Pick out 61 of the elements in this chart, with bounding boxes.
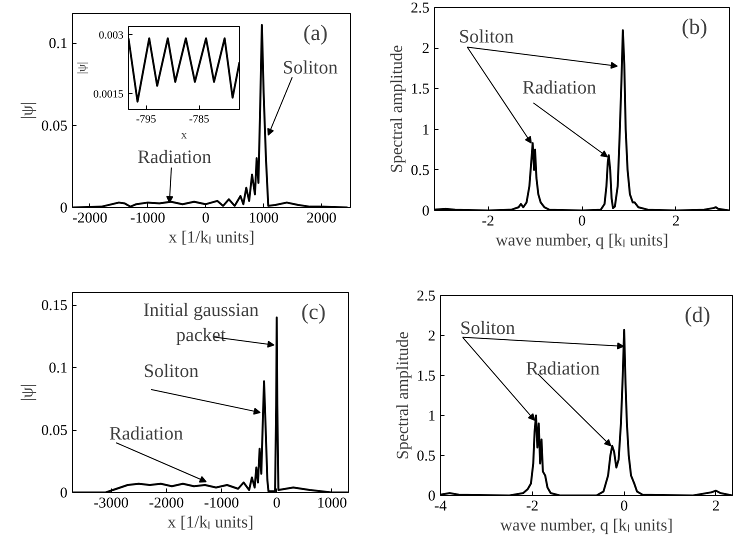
x-tick-label: -1000	[130, 210, 166, 226]
y-tick-label: 1	[422, 122, 430, 138]
annotation: (d)	[684, 302, 710, 327]
y-axis-title: |ψ|	[17, 384, 36, 402]
annotation: Radiation	[109, 423, 184, 444]
annotation: Initial gaussian packet	[143, 300, 260, 346]
x-tick-label: -3000	[94, 496, 129, 512]
x-tick-label: -2000	[148, 496, 184, 512]
y-tick-label: 2.5	[410, 0, 430, 16]
x-tick-label: -1000	[204, 496, 240, 512]
y-tick-label: 1	[428, 408, 436, 424]
x-axis-title: x [1/kₗ units]	[168, 228, 255, 246]
y-tick-label: 0.1	[48, 360, 68, 376]
annotation: Soliton	[282, 58, 338, 79]
x-tick-label: 2	[672, 214, 680, 230]
annotation: Soliton	[460, 318, 516, 339]
y-tick-label: 2.5	[416, 288, 436, 304]
y-tick-label: 1.5	[416, 368, 436, 384]
x-tick-label: -2	[526, 498, 539, 514]
y-axis-title: |ψ|	[74, 62, 88, 74]
x-tick-label: 2000	[306, 210, 337, 226]
annotation: Soliton	[458, 26, 514, 48]
y-tick-label: 0.5	[416, 448, 436, 464]
x-tick-label: -2	[482, 214, 494, 230]
y-tick-label: 0	[60, 200, 68, 216]
x-tick-label: 0	[272, 496, 280, 512]
annotation: Radiation	[522, 77, 597, 98]
y-tick-label: 2	[422, 41, 430, 58]
x-tick-label: 0	[202, 210, 210, 226]
y-tick-label: 0.003	[98, 29, 124, 42]
x-tick-label: -785	[189, 114, 210, 126]
y-tick-label: 0	[60, 486, 68, 502]
annotation: (a)	[303, 20, 328, 45]
x-axis-title: x [1/kₗ units]	[167, 512, 254, 532]
annotation: (b)	[682, 14, 708, 39]
x-tick-label: -795	[136, 114, 157, 126]
y-tick-label: 0.0015	[93, 88, 124, 101]
x-tick-label: -4	[434, 498, 448, 514]
y-tick-label: 0.05	[41, 423, 68, 439]
y-tick-label: 0.5	[410, 162, 430, 179]
y-tick-label: 1.5	[410, 82, 430, 98]
y-axis-title: |ψ|	[17, 102, 36, 120]
x-tick-label: 0	[620, 498, 628, 514]
y-tick-label: 2	[428, 328, 436, 344]
annotation: Radiation	[526, 358, 600, 380]
annotation: (c)	[301, 299, 326, 324]
y-tick-label: 0.15	[41, 298, 68, 314]
x-tick-label: 0	[578, 214, 586, 230]
y-axis-title: Spectral amplitude	[386, 45, 406, 173]
x-tick-label: -2000	[72, 210, 108, 226]
x-axis-title: x	[181, 128, 187, 142]
x-axis-title: wave number, q [kₗ units]	[500, 516, 673, 534]
y-tick-label: 0.05	[41, 118, 68, 134]
annotation: Soliton	[144, 361, 200, 382]
x-axis-title: wave number, q [kₗ units]	[496, 230, 668, 250]
x-tick-label: 2	[712, 498, 720, 514]
annotation: Radiation	[137, 147, 212, 168]
y-axis-title: Spectral amplitude	[392, 332, 412, 460]
y-tick-label: 0.1	[48, 36, 68, 52]
x-tick-label: 1000	[248, 210, 279, 226]
x-tick-label: 1000	[316, 496, 347, 512]
